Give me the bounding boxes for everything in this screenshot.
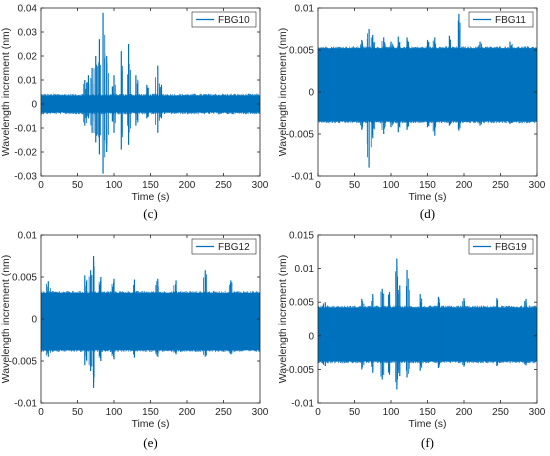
signal-noise — [41, 291, 260, 353]
series-line — [318, 258, 537, 390]
x-tick-label: 250 — [215, 407, 232, 418]
y-tick-label: -0.01 — [291, 399, 314, 410]
y-tick-label: -0.005 — [9, 357, 38, 368]
x-tick-label: 300 — [529, 407, 546, 418]
x-tick-label: 50 — [72, 180, 84, 191]
panel-label: (c) — [143, 206, 157, 221]
legend-label: FBG12 — [218, 242, 250, 253]
y-tick-label: -0.01 — [291, 172, 314, 183]
legend-box — [468, 11, 534, 28]
legend: FBG12 — [191, 238, 257, 255]
x-tick-label: 0 — [38, 180, 44, 191]
y-tick-label: -0.005 — [286, 365, 315, 376]
x-tick-label: 150 — [419, 180, 436, 191]
legend-label: FBG10 — [218, 15, 250, 26]
y-tick-label: 0.01 — [295, 264, 315, 275]
y-tick-label: 0.01 — [18, 76, 38, 87]
y-tick-label: -0.01 — [14, 124, 37, 135]
y-axis-label: Wavelength increment (nm) — [277, 28, 289, 157]
legend-box — [191, 11, 257, 28]
legend-label: FBG11 — [495, 15, 526, 26]
signal-noise — [318, 305, 537, 364]
x-tick-label: 50 — [349, 180, 361, 191]
y-tick-label: 0.01 — [295, 4, 315, 15]
x-axis-label: Time (s) — [131, 418, 169, 430]
x-axis-label: Time (s) — [408, 191, 446, 203]
y-tick-label: 0.04 — [18, 4, 38, 15]
x-tick-label: 250 — [492, 180, 509, 191]
legend: FBG11 — [468, 11, 534, 28]
chart-panel-1: 0 50 100 150 200 250 300 -0.01 -0.005 0 0.005 0.01 T… — [277, 4, 546, 204]
y-tick-label: -0.005 — [286, 130, 315, 141]
x-tick-label: 100 — [106, 407, 123, 418]
x-tick-label: 200 — [179, 407, 196, 418]
x-tick-label: 50 — [349, 407, 361, 418]
x-axis-label: Time (s) — [131, 191, 169, 203]
chart-panel-3: 0 50 100 150 200 250 300 -0.01 -0.005 0 0.005 0.01 0… — [277, 231, 546, 431]
x-tick-label: 150 — [142, 407, 159, 418]
x-tick-label: 200 — [179, 180, 196, 191]
legend-box — [468, 238, 534, 255]
legend: FBG19 — [468, 238, 534, 255]
y-tick-label: -0.02 — [14, 148, 37, 159]
x-tick-label: 50 — [72, 407, 84, 418]
x-tick-label: 150 — [419, 407, 436, 418]
y-tick-label: 0 — [31, 100, 37, 111]
y-tick-label: 0.005 — [289, 46, 314, 57]
y-tick-label: 0.02 — [18, 52, 38, 63]
x-tick-label: 0 — [315, 180, 321, 191]
signal-noise — [41, 93, 260, 115]
legend: FBG10 — [191, 11, 257, 28]
chart-panel-0: 0 50 100 150 200 250 300 -0.03 -0.02 -0.01 0 0.01 0.… — [0, 4, 269, 204]
x-tick-label: 300 — [252, 407, 269, 418]
y-tick-label: 0.015 — [289, 231, 314, 242]
series-line — [318, 13, 537, 168]
series-line — [41, 12, 260, 174]
y-tick-label: 0 — [31, 315, 37, 326]
panel-label: (f) — [421, 435, 434, 450]
legend-label: FBG19 — [495, 242, 527, 253]
x-tick-label: 100 — [106, 180, 123, 191]
x-tick-label: 100 — [383, 180, 400, 191]
y-tick-label: 0.01 — [18, 231, 38, 242]
x-tick-label: 250 — [492, 407, 509, 418]
y-tick-label: -0.03 — [14, 172, 37, 183]
y-axis-label: Wavelength increment (nm) — [0, 28, 12, 157]
x-tick-label: 150 — [142, 180, 159, 191]
legend-box — [191, 238, 257, 255]
y-axis-label: Wavelength increment (nm) — [277, 255, 289, 384]
plot-area — [41, 8, 260, 176]
y-tick-label: 0.03 — [18, 28, 38, 39]
x-tick-label: 250 — [215, 180, 232, 191]
x-tick-label: 300 — [529, 180, 546, 191]
y-tick-label: 0 — [308, 88, 314, 99]
x-axis-label: Time (s) — [408, 418, 446, 430]
chart-panel-2: 0 50 100 150 200 250 300 -0.01 -0.005 0 0.005 0.01 T… — [0, 231, 269, 431]
series-line — [41, 256, 260, 388]
y-axis-label: Wavelength increment (nm) — [0, 255, 12, 384]
x-tick-label: 300 — [252, 180, 269, 191]
y-tick-label: 0.005 — [289, 298, 314, 309]
x-tick-label: 0 — [38, 407, 44, 418]
panel-label: (e) — [143, 435, 157, 450]
x-tick-label: 0 — [315, 407, 321, 418]
x-tick-label: 100 — [383, 407, 400, 418]
x-tick-label: 200 — [456, 407, 473, 418]
y-tick-label: -0.01 — [14, 399, 37, 410]
panel-label: (d) — [420, 206, 435, 221]
y-tick-label: 0 — [308, 331, 314, 342]
x-tick-label: 200 — [456, 180, 473, 191]
y-tick-label: 0.005 — [12, 273, 37, 284]
